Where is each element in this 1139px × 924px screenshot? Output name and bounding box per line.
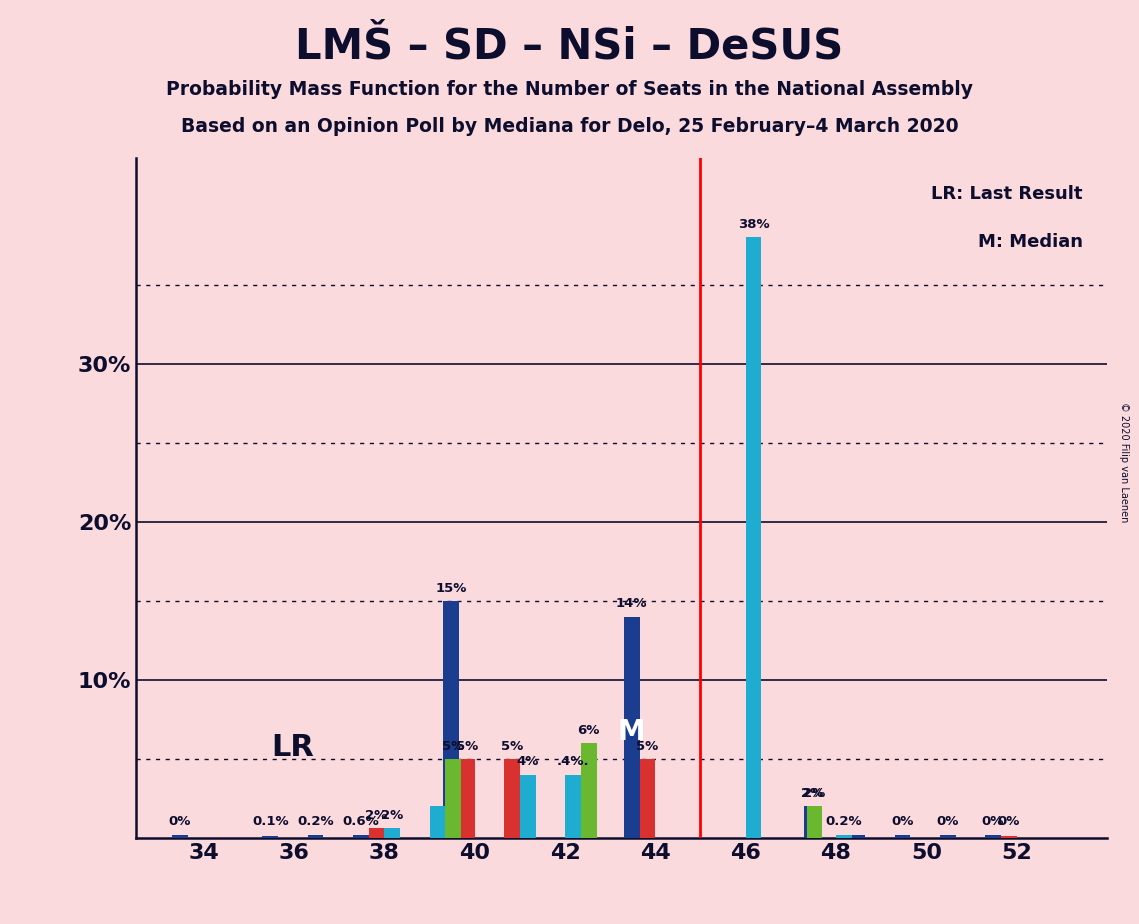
- Bar: [308, 834, 323, 838]
- Text: 0%: 0%: [936, 816, 959, 829]
- Bar: [384, 829, 400, 838]
- Text: 0%: 0%: [998, 816, 1019, 829]
- Text: Probability Mass Function for the Number of Seats in the National Assembly: Probability Mass Function for the Number…: [166, 80, 973, 100]
- Bar: [353, 834, 369, 838]
- Bar: [262, 836, 278, 838]
- Text: 0.6%: 0.6%: [343, 816, 379, 829]
- Bar: [940, 834, 956, 838]
- Text: 5%: 5%: [456, 739, 478, 752]
- Text: 0%: 0%: [982, 816, 1005, 829]
- Bar: [369, 829, 384, 838]
- Bar: [1001, 836, 1017, 838]
- Bar: [581, 743, 597, 838]
- Bar: [429, 807, 445, 838]
- Text: 0%: 0%: [169, 816, 191, 829]
- Bar: [459, 759, 475, 838]
- Text: © 2020 Filip van Laenen: © 2020 Filip van Laenen: [1120, 402, 1129, 522]
- Bar: [746, 237, 762, 838]
- Bar: [639, 759, 655, 838]
- Text: 15%: 15%: [435, 581, 467, 594]
- Bar: [806, 807, 822, 838]
- Text: 2%: 2%: [366, 809, 387, 822]
- Text: 0.2%: 0.2%: [297, 816, 334, 829]
- Text: 14%: 14%: [616, 597, 647, 611]
- Bar: [850, 834, 866, 838]
- Text: 0.2%: 0.2%: [826, 816, 862, 829]
- Text: LMŠ – SD – NSi – DeSUS: LMŠ – SD – NSi – DeSUS: [295, 26, 844, 67]
- Bar: [443, 601, 459, 838]
- Text: M: M: [617, 718, 646, 746]
- Text: 0%: 0%: [892, 816, 913, 829]
- Text: 2%: 2%: [382, 809, 403, 822]
- Bar: [565, 774, 581, 838]
- Text: 2%: 2%: [801, 787, 823, 800]
- Bar: [505, 759, 519, 838]
- Bar: [985, 834, 1001, 838]
- Text: 4%: 4%: [517, 756, 539, 769]
- Bar: [445, 759, 461, 838]
- Text: 6%: 6%: [577, 723, 600, 736]
- Text: 5%: 5%: [501, 739, 523, 752]
- Bar: [894, 834, 910, 838]
- Bar: [172, 834, 188, 838]
- Bar: [624, 616, 639, 838]
- Text: 2%: 2%: [803, 787, 826, 800]
- Text: Based on an Opinion Poll by Mediana for Delo, 25 February–4 March 2020: Based on an Opinion Poll by Mediana for …: [181, 117, 958, 137]
- Text: .4%.: .4%.: [557, 756, 589, 769]
- Text: 0.1%: 0.1%: [252, 816, 288, 829]
- Text: M: Median: M: Median: [977, 233, 1083, 251]
- Bar: [804, 807, 820, 838]
- Bar: [836, 834, 852, 838]
- Text: LR: Last Result: LR: Last Result: [932, 186, 1083, 203]
- Text: 5%: 5%: [637, 739, 658, 752]
- Text: 38%: 38%: [738, 218, 769, 231]
- Bar: [519, 774, 535, 838]
- Text: 5%: 5%: [442, 739, 465, 752]
- Text: LR: LR: [271, 733, 314, 761]
